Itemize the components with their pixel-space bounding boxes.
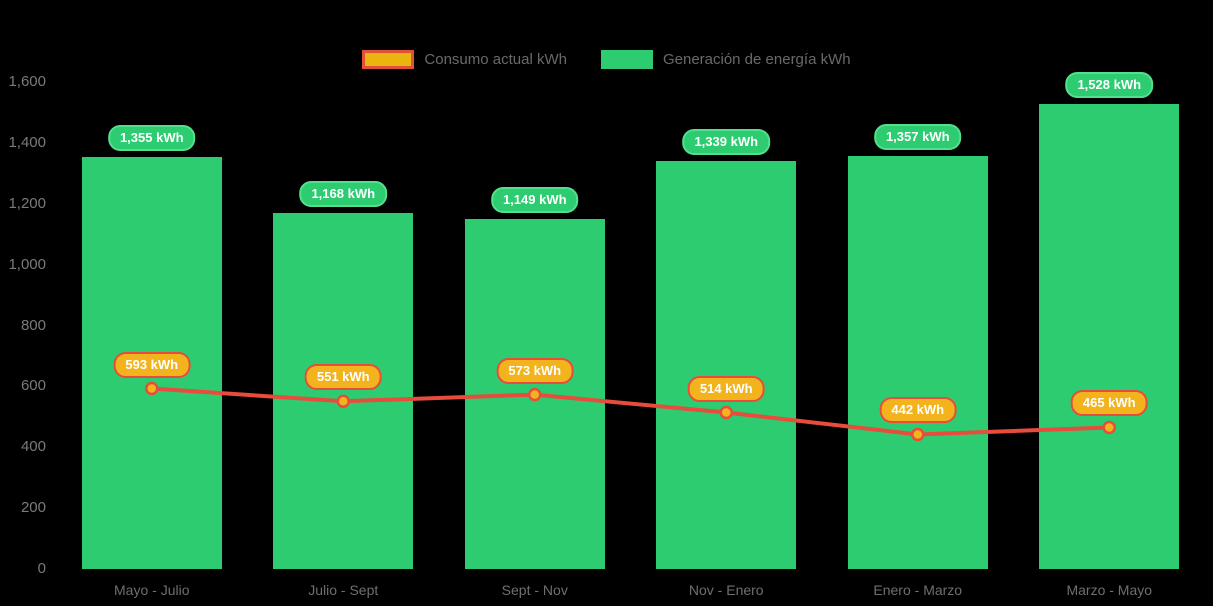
y-axis-tick-label: 400 xyxy=(20,438,46,456)
y-axis-tick-label: 600 xyxy=(20,377,46,395)
bar-value-pill: 1,357 kWh xyxy=(873,123,962,150)
bar[interactable] xyxy=(656,161,797,569)
line-value-pill: 551 kWh xyxy=(304,364,382,391)
bar-value-pill: 1,528 kWh xyxy=(1065,71,1154,98)
legend-label-generacion: Generación de energía kWh xyxy=(662,51,851,68)
line-value-pill: 442 kWh xyxy=(879,397,957,424)
y-axis-tick-label: 1,000 xyxy=(8,255,46,273)
x-axis-label: Sept - Nov xyxy=(501,582,568,598)
y-axis-tick-label: 1,200 xyxy=(8,194,46,212)
x-axis-label: Enero - Marzo xyxy=(873,582,963,598)
y-axis-tick-label: 1,400 xyxy=(8,133,46,151)
bar[interactable] xyxy=(1039,103,1180,569)
bar[interactable] xyxy=(273,213,414,569)
bar-value-pill: 1,355 kWh xyxy=(107,124,196,151)
y-axis-tick-label: 1,600 xyxy=(8,73,46,90)
line-value-pill: 593 kWh xyxy=(113,351,191,378)
legend-label-consumo: Consumo actual kWh xyxy=(424,51,567,68)
y-axis-tick-label: 200 xyxy=(20,499,46,517)
x-axis-label: Julio - Sept xyxy=(308,582,379,598)
line-series-swatch-icon xyxy=(362,50,415,69)
legend: Consumo actual kWh Generación de energía… xyxy=(0,50,1213,69)
bar[interactable] xyxy=(464,219,605,569)
y-axis-tick-label: 0 xyxy=(37,560,46,577)
legend-item-generacion[interactable]: Generación de energía kWh xyxy=(600,50,851,69)
legend-item-consumo[interactable]: Consumo actual kWh xyxy=(362,50,567,69)
line-value-pill: 514 kWh xyxy=(687,375,765,402)
line-value-pill: 465 kWh xyxy=(1070,390,1148,417)
bar-series-swatch-icon xyxy=(600,50,653,69)
x-axis-label: Mayo - Julio xyxy=(114,582,190,598)
bar-value-pill: 1,339 kWh xyxy=(682,129,771,156)
bar[interactable] xyxy=(847,155,988,569)
x-axis-label: Nov - Enero xyxy=(688,582,764,598)
line-value-pill: 573 kWh xyxy=(496,357,574,384)
x-axis-label: Marzo - Mayo xyxy=(1066,582,1153,598)
bar-value-pill: 1,168 kWh xyxy=(299,181,388,208)
bar-value-pill: 1,149 kWh xyxy=(490,187,579,214)
y-axis-tick-label: 800 xyxy=(20,316,46,334)
